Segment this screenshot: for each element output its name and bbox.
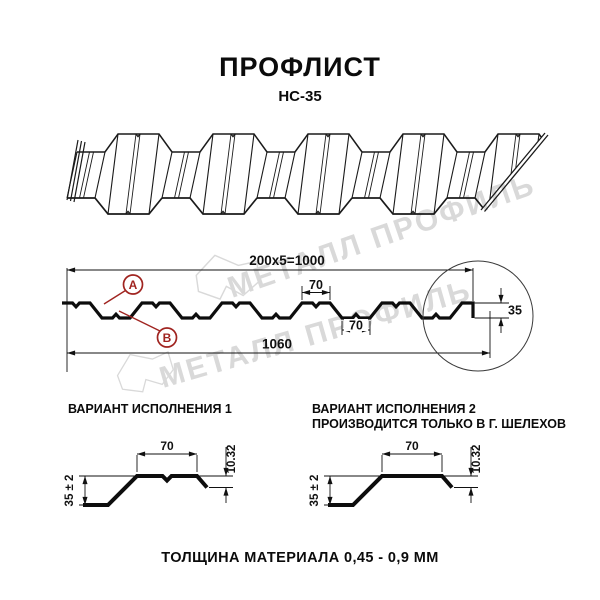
variant-2-drawing: 70 35 ± 2 10.32 (309, 439, 483, 507)
variant-2-dim70-label: 70 (405, 439, 419, 453)
dim-trough-label-mask (344, 319, 368, 331)
dim-crest-label: 70 (309, 278, 323, 292)
variant-2-height-extensions (324, 475, 380, 506)
variant-1-dim70-label: 70 (160, 439, 174, 453)
variant-2-dim70-witness (381, 455, 443, 472)
detail-zoom-circle (422, 260, 534, 372)
dim-trough-label: 70 (349, 319, 363, 333)
variant-2-heading: ВАРИАНТ ИСПОЛНЕНИЯ 2 ПРОИЗВОДИТСЯ ТОЛЬКО… (312, 402, 566, 432)
variant-1-heading: ВАРИАНТ ИСПОЛНЕНИЯ 1 (68, 402, 232, 417)
dim-overall-bottom-label: 1060 (262, 337, 292, 352)
callout-b-label: В (163, 331, 172, 345)
profile-cross-section (62, 301, 475, 320)
sheet-left-cut-edge (66, 139, 86, 203)
watermark-text-lower: МЕТАЛЛ ПРОФИЛЬ (156, 274, 476, 395)
variant-1-drop-label: 10.32 (226, 445, 238, 474)
variant-2-note: ПРОИЗВОДИТСЯ ТОЛЬКО В Г. ШЕЛЕХОВ (312, 417, 567, 431)
variant-2-profile (328, 474, 454, 507)
variant-2-title: ВАРИАНТ ИСПОЛНЕНИЯ 2 (312, 402, 476, 416)
callout-b-leader (118, 310, 161, 332)
callout-a-label: А (129, 278, 138, 292)
watermark-layer: МЕТАЛЛ ПРОФИЛЬ МЕТАЛЛ ПРОФИЛЬ (115, 168, 540, 395)
dim-profile-height-label: 35 (508, 304, 522, 318)
variant-1-drawing: 70 35 ± 2 10.32 (64, 439, 238, 507)
sheet-3d-drawing (66, 132, 553, 215)
page-subtitle: НС-35 (278, 88, 322, 105)
variant-1-title: ВАРИАНТ ИСПОЛНЕНИЯ 1 (68, 402, 232, 416)
sheet-right-cut-edge (480, 132, 549, 212)
variant-1-height-label: 35 ± 2 (64, 475, 76, 507)
variant-2-drop-extensions (444, 475, 478, 488)
page-title: ПРОФЛИСТ (219, 52, 381, 82)
callout-letters: А В (129, 278, 172, 345)
callout-markers (103, 274, 178, 348)
variant-2-drop-label: 10.32 (471, 445, 483, 474)
material-thickness-note: ТОЛЩИНА МАТЕРИАЛА 0,45 - 0,9 ММ (161, 550, 439, 566)
variant-2-height-label: 35 ± 2 (309, 475, 321, 507)
dim-height-extensions (474, 302, 509, 319)
dim-overall-top-label: 200x5=1000 (249, 253, 324, 268)
callout-b-circle (156, 327, 178, 348)
callout-a-leader (103, 289, 126, 305)
variant-1-drop-extensions (199, 475, 233, 488)
variant-1-profile (83, 474, 209, 507)
variant-1-dim70-witness (136, 455, 198, 472)
callout-a-circle (122, 274, 144, 295)
variant-1-height-extensions (79, 475, 135, 506)
